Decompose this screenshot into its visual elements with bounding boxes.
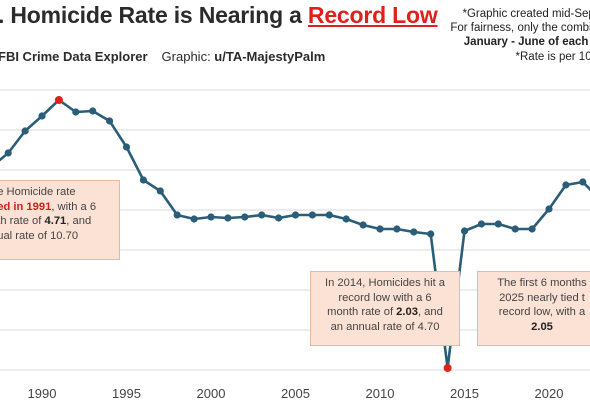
point-2003 xyxy=(258,211,266,219)
point-1994 xyxy=(106,117,114,125)
point-1991 xyxy=(54,96,63,104)
point-2002 xyxy=(241,213,249,221)
callout-2025-rate: 2.05 xyxy=(531,320,553,333)
point-1996 xyxy=(139,176,147,184)
callout-2014-line4: an annual rate of 4.70 xyxy=(330,320,440,333)
point-2016 xyxy=(477,220,485,228)
callout-2014-low: In 2014, Homicides hit a record low with… xyxy=(310,271,460,346)
credit-label: Graphic: xyxy=(161,49,215,64)
point-2013 xyxy=(427,230,435,238)
x-tick-1995: 1995 xyxy=(112,386,141,401)
title-prefix: . Homicide Rate is Nearing a xyxy=(0,2,308,28)
point-1988 xyxy=(4,149,12,157)
point-2006 xyxy=(308,211,316,219)
callout-1991-rate: 4.71 xyxy=(44,215,67,227)
point-1990 xyxy=(38,112,46,120)
callout-2014-rate: 2.03 xyxy=(396,306,418,318)
callout-1991-line2-rest: , with a 6 xyxy=(51,200,97,213)
x-tick-2005: 2005 xyxy=(281,386,310,401)
callout-2014-line3-pre: month rate of xyxy=(327,306,397,318)
point-1993 xyxy=(89,107,97,115)
callout-2025: The first 6 months 2025 nearly tied t re… xyxy=(477,271,590,346)
callout-1991-line3-post: , and xyxy=(66,215,92,227)
data-points xyxy=(4,96,587,372)
callout-2014-line3-post: , and xyxy=(417,306,443,318)
callout-2025-line3: record low, with a xyxy=(498,306,586,318)
x-tick-2010: 2010 xyxy=(366,386,395,401)
callout-1991-red: ked in 1991 xyxy=(0,200,52,213)
x-tick-2015: 2015 xyxy=(450,386,479,401)
note-created: *Graphic created mid-Sept xyxy=(462,8,590,20)
point-1997 xyxy=(156,187,164,195)
note-months: January - June of each y xyxy=(463,36,590,48)
point-2017 xyxy=(494,220,502,228)
point-2011 xyxy=(393,225,401,233)
point-2020 xyxy=(545,205,553,213)
title-highlight: Record Low xyxy=(307,2,438,28)
chart-title: . Homicide Rate is Nearing a Record Low xyxy=(0,2,438,29)
callout-1991-line1: he Homicide rate xyxy=(0,186,76,198)
point-2001 xyxy=(224,214,232,222)
callout-1991-line4: nual rate of 10.70 xyxy=(0,229,79,242)
point-1992 xyxy=(72,108,80,116)
note-fairness: For fairness, only the combin xyxy=(450,22,590,34)
callout-1991-line3: nth rate of 4.71, and xyxy=(0,214,114,229)
point-2014 xyxy=(443,364,452,372)
x-tick-2000: 2000 xyxy=(197,386,226,401)
point-2018 xyxy=(511,225,519,233)
point-2000 xyxy=(207,213,215,221)
point-2008 xyxy=(342,215,350,223)
callout-1991-line3-pre: nth rate of xyxy=(0,215,42,227)
x-tick-labels: 1990 1995 2000 2005 2010 2015 2020 xyxy=(28,386,564,401)
callout-2025-line1: The first 6 months xyxy=(497,277,587,289)
x-tick-2020: 2020 xyxy=(535,386,564,401)
callout-2014-line2: record low with a 6 xyxy=(338,291,432,304)
callout-2014-line1: In 2014, Homicides hit a xyxy=(324,277,446,289)
point-2012 xyxy=(410,228,418,236)
callout-2014-line3: month rate of 2.03, and xyxy=(316,305,454,320)
callout-2025-line2: 2025 nearly tied t xyxy=(499,291,585,304)
point-1989 xyxy=(21,127,29,135)
note-rate-unit: *Rate is per 100 xyxy=(515,51,590,63)
point-2005 xyxy=(291,211,300,219)
point-1999 xyxy=(190,215,198,223)
point-2007 xyxy=(325,211,333,219)
callout-1991-peak: he Homicide rate ked in 1991, with a 6 n… xyxy=(0,180,120,260)
callout-2025-rate-line: 2.05 xyxy=(483,320,590,335)
point-2010 xyxy=(376,225,384,233)
point-2004 xyxy=(275,214,283,222)
source-line: FBI Crime Data Explorer Graphic: u/TA-Maj… xyxy=(0,49,325,64)
credit-value: u/TA-MajestyPalm xyxy=(214,49,326,64)
point-2019 xyxy=(528,225,536,233)
point-1995 xyxy=(122,143,131,151)
source-label: FBI Crime Data Explorer xyxy=(0,49,148,64)
point-2015 xyxy=(460,227,469,235)
point-1998 xyxy=(173,211,181,219)
point-2021 xyxy=(562,181,570,189)
point-2022 xyxy=(579,178,587,186)
callout-1991-line2: ked in 1991, with a 6 xyxy=(0,200,114,215)
point-2009 xyxy=(359,221,367,229)
x-tick-1990: 1990 xyxy=(28,386,57,401)
